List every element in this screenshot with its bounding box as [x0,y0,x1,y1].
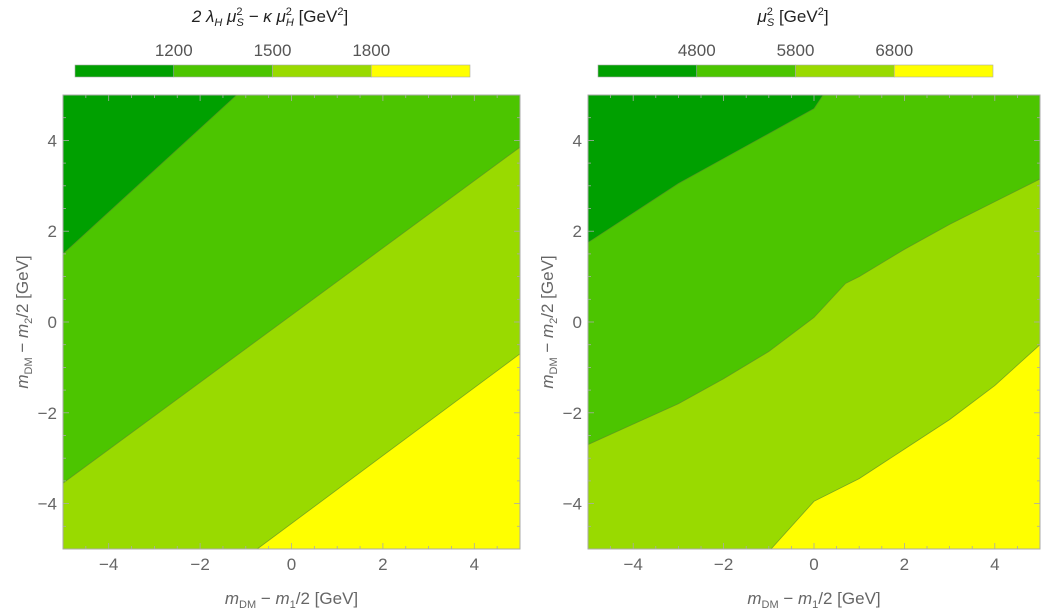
y-tick-label: −2 [563,404,582,423]
y-tick-label: −2 [38,404,57,423]
ylabel-m: m [13,374,32,388]
colorbar-tick-label: 1800 [352,41,390,60]
ylabel-sub-dm: DM [548,357,560,374]
x-tick-label: 2 [900,555,909,574]
y-tick-label: −4 [38,495,57,514]
ylabel-sub-2: 2 [23,318,35,324]
x-tick-label: −4 [99,555,118,574]
x-tick-label: 4 [470,555,479,574]
title-mu: μ [222,7,237,26]
ylabel-sub-2: 2 [548,318,560,324]
plot-area [63,95,520,549]
contour-line [770,344,1040,549]
title-unit-close: ] [824,7,829,26]
title-unit-sup: 2 [337,6,343,18]
title-lambda: 2 λ [191,7,215,26]
colorbar-swatch [272,64,372,78]
colorbar-swatch [893,64,994,78]
contour-line [63,146,520,484]
contour-line [588,95,824,243]
title-sub-h2: H [286,17,294,29]
y-tick-label: 4 [48,131,57,150]
title-unit-close: ] [343,7,348,26]
y-axis-label: mDM − m2/2 [GeV] [13,255,35,388]
y-tick-label: 2 [48,222,57,241]
ylabel-m2: m [538,324,557,338]
region-level-4 [588,344,1040,549]
y-tick-label: 4 [573,131,582,150]
colorbar-tick-label: 1200 [155,41,193,60]
xlabel-minus: − [779,589,798,608]
title-sub-s: S [767,17,775,29]
x-tick-label: 0 [809,555,818,574]
y-axis-label: mDM − m2/2 [GeV] [538,255,560,388]
ylabel-minus: − [13,338,32,357]
colorbar-swatch [74,64,175,78]
title-sup-2: 2 [767,6,773,18]
ylabel-m2: m [13,324,32,338]
title-kappa-mu: − κ μ [244,7,287,26]
plot-area [588,95,1040,549]
contour-line [256,353,520,549]
colorbar-swatch [597,64,698,78]
title-unit: [GeV [774,7,818,26]
ylabel-sub-dm: DM [23,357,35,374]
x-tick-label: −2 [190,555,209,574]
xlabel-sub-1: 1 [812,599,818,611]
xlabel-sub-1: 1 [290,599,296,611]
title-sup-2: 2 [236,6,242,18]
x-tick-label: 0 [287,555,296,574]
y-tick-label: 2 [573,222,582,241]
xlabel-sub-dm: DM [762,599,779,611]
xlabel-m1: m [798,589,812,608]
colorbar-swatch [795,64,895,78]
contour-line [63,95,237,255]
ylabel-rest: /2 [GeV] [13,255,32,317]
colorbar-swatch [696,64,796,78]
ticks [587,94,1041,550]
colorbar-swatch [173,64,273,78]
ylabel-rest: /2 [GeV] [538,255,557,317]
x-axis-label: mDM − m1/2 [GeV] [225,589,358,611]
y-tick-label: −4 [563,495,582,514]
ylabel-minus: − [538,338,557,357]
x-tick-label: 2 [378,555,387,574]
colorbar-tick-label: 5800 [777,41,815,60]
x-axis-label: mDM − m1/2 [GeV] [747,589,880,611]
ticks [62,94,521,550]
colorbar-tick-label: 1500 [254,41,292,60]
panel-left: 2 λH μ2 S − κ μ2 H [GeV2]1200 1500 1800−4 −2 0… [13,6,521,611]
y-tick-label: 0 [573,313,582,332]
y-tick-label: 0 [48,313,57,332]
contour-line [588,178,1040,445]
chart-title: 2 λH μ2 S − κ μ2 H [GeV2] [191,6,348,29]
xlabel-rest: /2 [GeV] [296,589,358,608]
title-sup-2b: 2 [286,6,292,18]
colorbar-tick-label: 6800 [875,41,913,60]
x-tick-label: −2 [714,555,733,574]
title-unit-sup: 2 [818,6,824,18]
xlabel-m: m [225,589,239,608]
title-unit: [GeV [294,7,338,26]
xlabel-m1: m [275,589,289,608]
chart-title: μ2 S [GeV2] [756,6,828,29]
title-sub-s: S [237,17,245,29]
region-level-4 [63,353,520,549]
colorbar-swatch [370,64,471,78]
colorbar-tick-label: 4800 [678,41,716,60]
title-mu: μ [756,7,767,26]
x-tick-label: 4 [990,555,999,574]
xlabel-rest: /2 [GeV] [818,589,880,608]
panel-right: μ2 S [GeV2]4800 5800 6800−4 −2 0 2 4−4−2024mDM … [538,6,1041,611]
xlabel-minus: − [256,589,275,608]
title-sub-h: H [214,17,222,29]
ylabel-m: m [538,374,557,388]
xlabel-m: m [747,589,761,608]
x-tick-label: −4 [624,555,643,574]
xlabel-sub-dm: DM [239,599,256,611]
